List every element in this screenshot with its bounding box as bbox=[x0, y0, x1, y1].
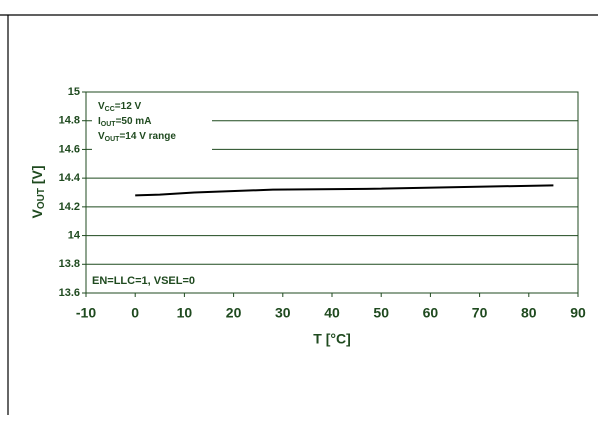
annotation-box bbox=[92, 98, 212, 150]
y-tick-label: 14.2 bbox=[59, 201, 80, 213]
x-tick-label: 50 bbox=[373, 305, 389, 321]
x-tick-label: 90 bbox=[570, 305, 586, 321]
y-axis-label: VOUT [V] bbox=[29, 165, 47, 218]
annotation-part: =14 V range bbox=[119, 131, 176, 142]
annotation-part: V bbox=[98, 101, 105, 112]
y-tick-label: 14 bbox=[68, 229, 81, 241]
y-tick-label: 13.6 bbox=[59, 287, 80, 299]
annotation-part: =12 V bbox=[115, 101, 142, 112]
x-axis-label: T [°C] bbox=[313, 331, 350, 347]
annotation-part: OUT bbox=[101, 121, 117, 128]
annotation: VOUT=14 V range bbox=[98, 131, 176, 143]
annotation-part: CC bbox=[105, 106, 115, 113]
y-axis-label-part: V bbox=[29, 209, 45, 219]
x-tick-label: 40 bbox=[324, 305, 340, 321]
annotation-part: OUT bbox=[105, 136, 121, 143]
x-tick-label: -10 bbox=[76, 305, 96, 321]
annotation-part: =50 mA bbox=[116, 116, 152, 127]
y-tick-label: 14.6 bbox=[59, 143, 80, 155]
x-tick-label: 20 bbox=[226, 305, 242, 321]
x-tick-label: 10 bbox=[177, 305, 193, 321]
y-tick-label: 13.8 bbox=[59, 258, 80, 270]
y-axis-label-part: [V] bbox=[29, 165, 45, 188]
y-tick-label: 15 bbox=[68, 86, 80, 98]
series-line bbox=[135, 184, 554, 197]
x-tick-label: 80 bbox=[521, 305, 537, 321]
x-tick-label: 30 bbox=[275, 305, 291, 321]
x-tick-label: 0 bbox=[131, 305, 139, 321]
y-tick-label: 14.4 bbox=[59, 172, 81, 184]
annotation: IOUT=50 mA bbox=[98, 116, 151, 128]
y-tick-label: 14.8 bbox=[59, 115, 80, 127]
x-tick-label: 70 bbox=[472, 305, 488, 321]
footnote: EN=LLC=1, VSEL=0 bbox=[92, 275, 195, 287]
x-tick-label: 60 bbox=[423, 305, 439, 321]
annotation-part: V bbox=[98, 131, 105, 142]
y-axis-label-part: OUT bbox=[36, 188, 47, 209]
annotation-part: I bbox=[98, 116, 101, 127]
annotation: VCC=12 V bbox=[98, 101, 142, 113]
